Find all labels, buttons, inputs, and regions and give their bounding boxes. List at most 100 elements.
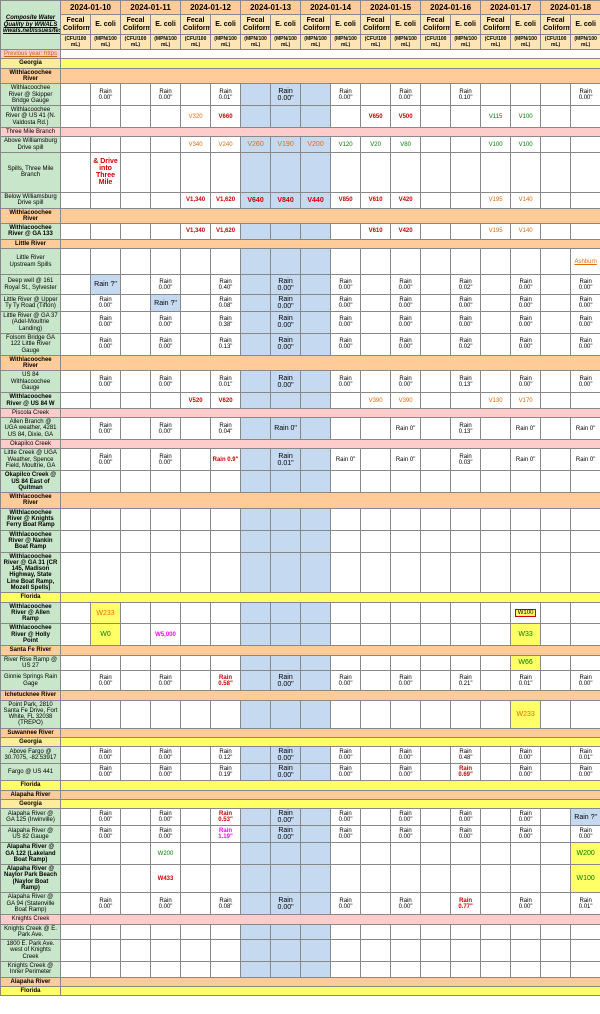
- data-cell: W200: [571, 843, 600, 865]
- unit-header: (MPN/100 mL): [241, 35, 271, 50]
- unit-header: (CFU/100 mL): [61, 35, 91, 50]
- ecoli-header: E. coli: [331, 15, 361, 35]
- data-cell: Rain 0.00": [331, 893, 361, 915]
- section-santafe: Santa Fe River: [1, 646, 61, 655]
- data-cell: Rain 0.00": [151, 747, 181, 764]
- loc-ginnie: Ginnie Springs Rain Gage: [1, 671, 61, 691]
- data-cell: V140: [511, 192, 541, 208]
- data-cell: Rain 0.03": [451, 449, 481, 471]
- data-cell: V80: [391, 137, 421, 153]
- data-cell: Rain 0.00": [271, 764, 301, 781]
- unit-header: (CFU/100 mL): [481, 35, 511, 50]
- data-cell: Rain 0.13": [451, 418, 481, 440]
- data-cell: Rain 0": [511, 449, 541, 471]
- loc-us82: Alapaha River @ US 82 Gauge: [1, 826, 61, 843]
- data-cell: Rain ?": [151, 295, 181, 312]
- data-cell: Rain 0.13": [451, 371, 481, 393]
- data-cell: W233: [91, 602, 121, 624]
- section-alapaha: Alapaha River: [1, 790, 61, 799]
- data-cell: Rain 0.00": [571, 84, 600, 106]
- data-cell: Rain 0.48": [451, 747, 481, 764]
- data-cell: Rain 0.00": [151, 371, 181, 393]
- data-cell: Rain 0.00": [331, 747, 361, 764]
- data-cell: V195: [481, 192, 511, 208]
- data-cell: Rain 0.00": [271, 671, 301, 691]
- table-row: Withlacoochee River @ Allen Ramp W233 W1…: [1, 602, 600, 624]
- table-row: Little Creek @ UGA Weather, Spence Field…: [1, 449, 600, 471]
- data-cell: Rain 0.02": [451, 333, 481, 355]
- data-cell: Rain 0.00": [151, 826, 181, 843]
- data-cell: Rain 0.00": [151, 809, 181, 826]
- section-suwannee: Suwannee River: [1, 728, 61, 737]
- date-header: 2024-01-14: [301, 1, 361, 15]
- data-cell: Rain 1.19": [211, 826, 241, 843]
- loc-littlecreek: Little Creek @ UGA Weather, Spence Field…: [1, 449, 61, 471]
- data-cell: V500: [391, 106, 421, 128]
- data-cell: Rain 0.00": [331, 295, 361, 312]
- unit-header: (CFU/100 mL): [541, 35, 571, 50]
- loc-us41: Withlacoochee River @ US 41 (N. Valdosta…: [1, 106, 61, 128]
- section-florida: Florida: [1, 593, 61, 602]
- loc-allen: Allen Branch @ UGA weather, 4281 US 84, …: [1, 418, 61, 440]
- data-cell: V620: [211, 393, 241, 409]
- data-cell: W5,000: [151, 624, 181, 646]
- data-cell: Rain 0.00": [331, 84, 361, 106]
- loc-knightse: Knights Creek @ E. Park Ave.: [1, 924, 61, 940]
- data-cell: V610: [361, 192, 391, 208]
- corner-header[interactable]: Composite Water Quality by WWALS wwals.n…: [1, 1, 61, 50]
- data-cell: V840: [271, 192, 301, 208]
- ecoli-header: E. coli: [451, 15, 481, 35]
- data-cell: Rain 0.01": [511, 671, 541, 691]
- unit-header: (MPN/100 mL): [451, 35, 481, 50]
- data-cell: Rain 0.00": [91, 312, 121, 334]
- data-cell: Rain 0.00": [151, 275, 181, 295]
- data-cell: Rain 0": [331, 449, 361, 471]
- section-georgia: Georgia: [1, 799, 61, 808]
- table-row: River Rise Ramp @ US 27 W66: [1, 655, 600, 671]
- data-cell: Rain 0.00": [91, 295, 121, 312]
- unit-header: (MPN/100 mL): [391, 35, 421, 50]
- data-cell: W433: [151, 865, 181, 893]
- data-cell: Rain 0.00": [331, 826, 361, 843]
- data-cell: Rain 0.00": [571, 764, 600, 781]
- data-cell: Rain 0.00": [511, 333, 541, 355]
- fecal-header: Fecal Coliform: [241, 15, 271, 35]
- table-row: Alapaha River @ GA 94 (Statenville Boat …: [1, 893, 600, 915]
- data-cell: V115: [481, 106, 511, 128]
- table-row: Fargo @ US 441 Rain 0.00" Rain 0.00" Rai…: [1, 764, 600, 781]
- data-cell: Rain 0.01": [211, 371, 241, 393]
- section-georgia: Georgia: [1, 738, 61, 747]
- unit-header: (CFU/100 mL): [421, 35, 451, 50]
- table-row: Spills, Three Mile Branch & Drive into T…: [1, 152, 600, 192]
- table-row: Little River Upstream Spills Ashburn: [1, 249, 600, 275]
- data-cell: Rain 0.00": [151, 893, 181, 915]
- data-cell: Rain 0.00": [91, 893, 121, 915]
- loc-nankin: Withlacoochee River @ Nankin Boat Ramp: [1, 530, 61, 552]
- date-header: 2024-01-15: [361, 1, 421, 15]
- data-cell: Rain 0.00": [271, 371, 301, 393]
- section-alapaha: Alapaha River: [1, 977, 61, 986]
- data-cell: Rain 0.00": [91, 809, 121, 826]
- section-okapilco: Okapilco Creek: [1, 440, 61, 449]
- fecal-header: Fecal Coliform: [361, 15, 391, 35]
- unit-header: (MPN/100 mL): [301, 35, 331, 50]
- data-cell: Rain 0.00": [91, 371, 121, 393]
- prev-year-link[interactable]: Previous year: https: [1, 50, 61, 59]
- loc-abovewill: Above Williamsburg Drive spill: [1, 137, 61, 153]
- data-cell: V200: [301, 137, 331, 153]
- data-cell: V190: [271, 137, 301, 153]
- data-cell: V610: [361, 224, 391, 240]
- data-cell: Rain 0.53": [211, 809, 241, 826]
- data-cell: Rain 0.10": [451, 84, 481, 106]
- data-cell: Rain 0": [511, 418, 541, 440]
- data-cell[interactable]: Ashburn: [571, 249, 600, 275]
- data-cell: V195: [481, 224, 511, 240]
- data-cell: V340: [181, 137, 211, 153]
- unit-header: (CFU/100 mL): [181, 35, 211, 50]
- data-cell: Rain 0": [391, 449, 421, 471]
- data-cell: Rain 0.01": [271, 449, 301, 471]
- data-cell: Rain 0.00": [451, 826, 481, 843]
- data-cell: Rain 0": [571, 418, 600, 440]
- fecal-header: Fecal Coliform: [421, 15, 451, 35]
- data-cell: Rain 0.58": [211, 671, 241, 691]
